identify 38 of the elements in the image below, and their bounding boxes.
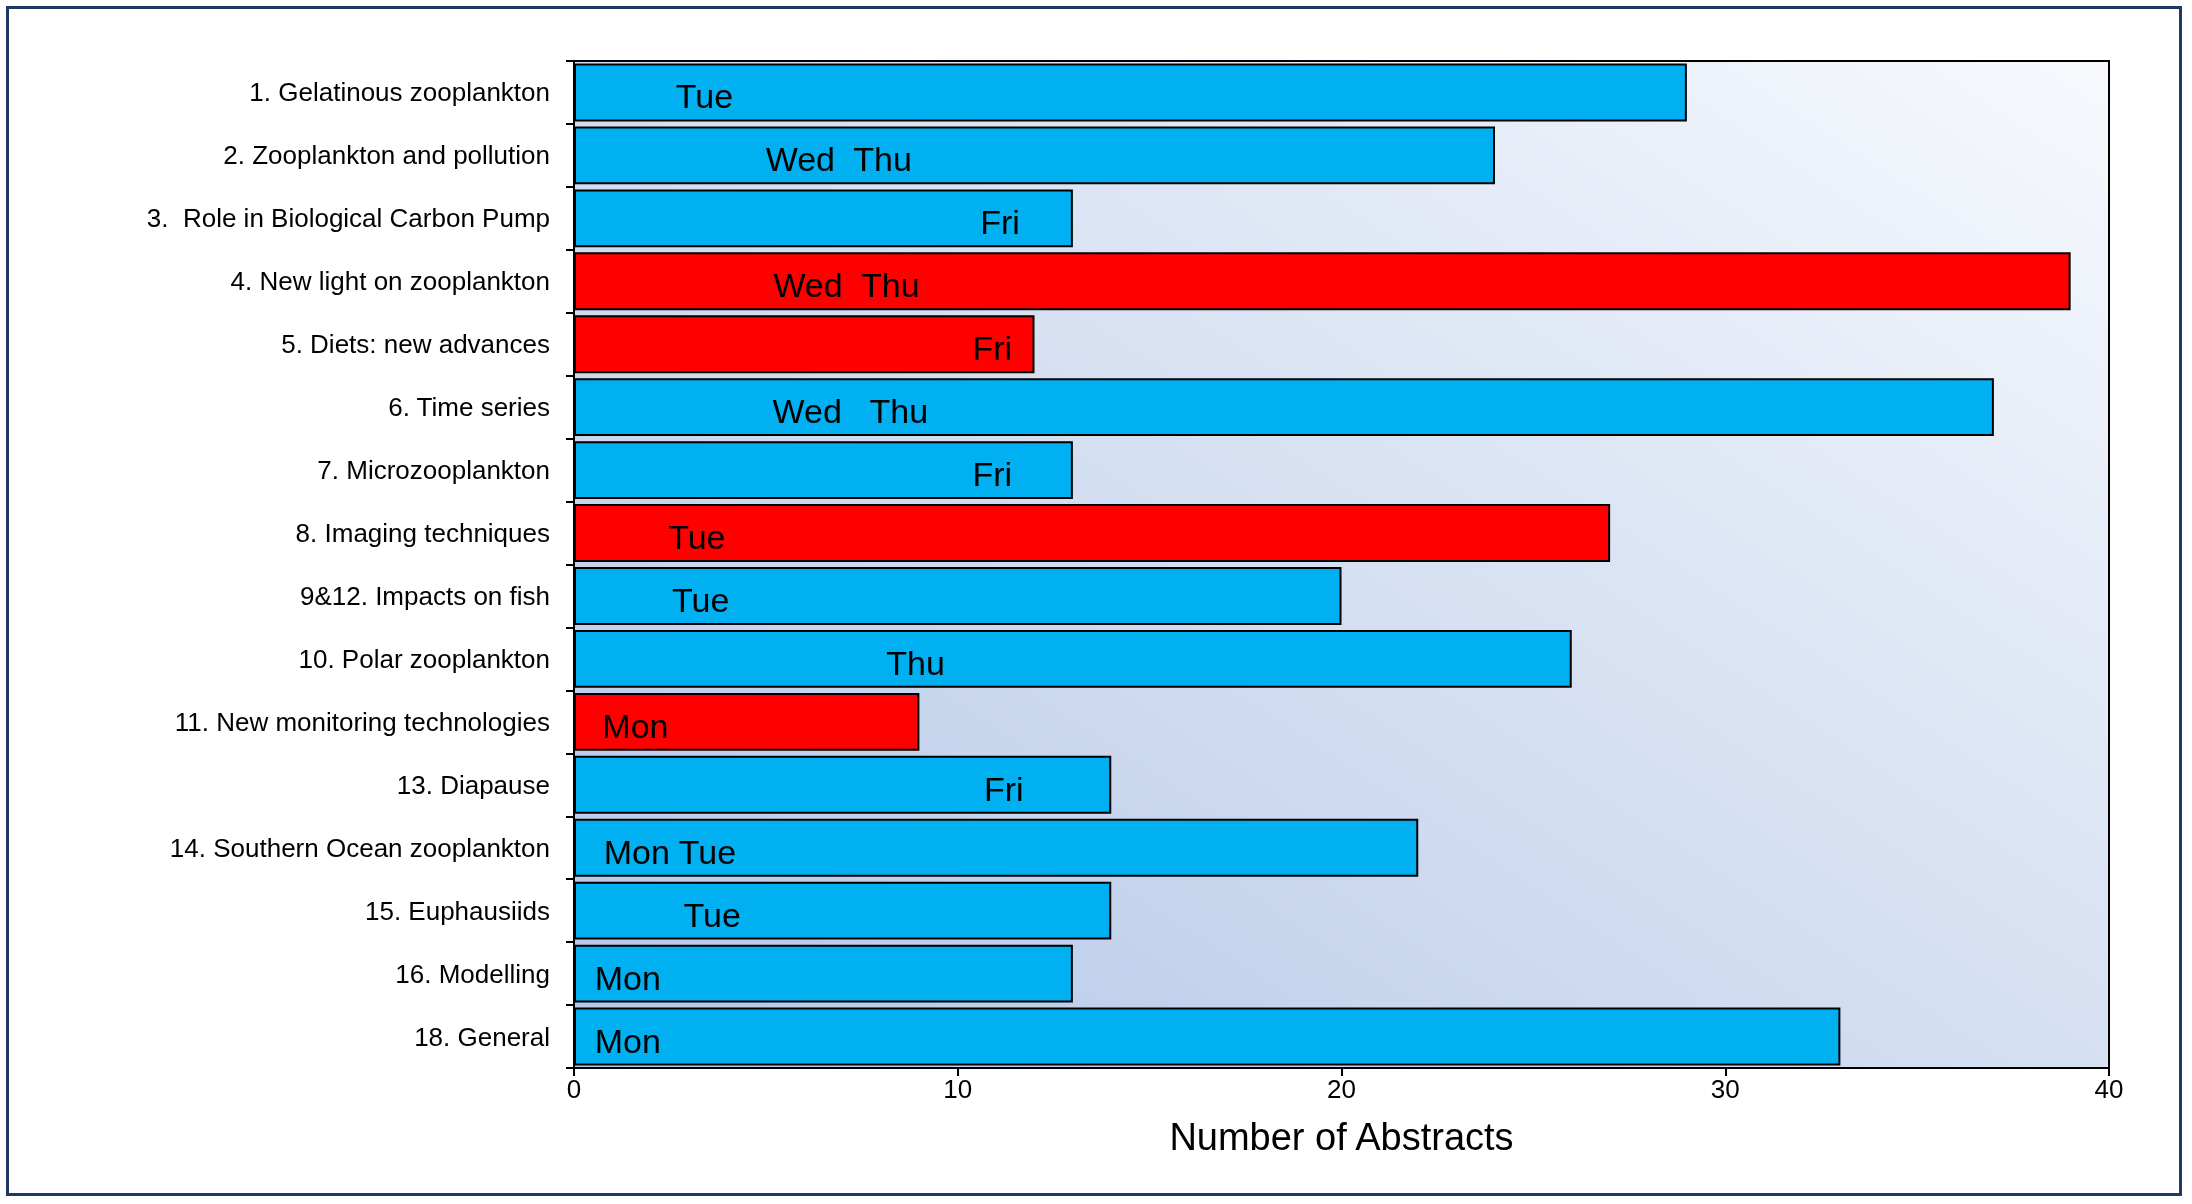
- y-tick-label: 16. Modelling: [395, 958, 550, 989]
- annotation: Tue: [671, 580, 730, 619]
- x-tick-label: 30: [1710, 1074, 1740, 1104]
- annotation: Thu: [886, 643, 945, 682]
- y-tick-label: 3. Role in Biological Carbon Pump: [146, 203, 550, 234]
- y-tick-label: 7. Microzooplankton: [317, 455, 550, 486]
- y-tick-label: 5. Diets: new advances: [281, 329, 550, 360]
- x-axis-title: Number of Abstracts: [1169, 1116, 1514, 1158]
- annotation: Tue: [668, 518, 726, 557]
- annotation: Wed Thu: [765, 140, 912, 179]
- y-tick-label: 6. Time series: [388, 392, 550, 423]
- annotation: Fri: [983, 769, 1024, 808]
- annotation: Fri: [980, 203, 1020, 242]
- annotation: Mon Tue: [603, 832, 737, 871]
- y-tick-label: 2. Zooplankton and pollution: [223, 140, 550, 171]
- y-tick-label: 15. Euphausiids: [364, 895, 550, 926]
- annotation: Mon: [594, 958, 661, 997]
- y-tick-label: 10. Polar zooplankton: [298, 643, 550, 674]
- x-tick-label: 40: [2094, 1074, 2124, 1104]
- annotation: Fri: [972, 455, 1013, 494]
- y-tick-label: 14. Southern Ocean zooplankton: [169, 832, 550, 863]
- annotation: Wed Thu: [772, 392, 929, 431]
- annotation: Tue: [675, 77, 734, 116]
- y-tick-label: 11. New monitoring technologies: [174, 706, 550, 737]
- x-tick-label: 0: [566, 1074, 582, 1104]
- y-tick-label: 18. General: [414, 1021, 550, 1052]
- y-tick-label: 1. Gelatinous zooplankton: [249, 77, 550, 108]
- annotation: Mon: [594, 1021, 661, 1060]
- annotation: Mon: [602, 706, 669, 745]
- y-tick-label: 9&12. Impacts on fish: [299, 580, 550, 611]
- annotation: Fri: [972, 329, 1013, 368]
- y-tick-label: 13. Diapause: [396, 769, 550, 800]
- annotation: Wed Thu: [773, 266, 920, 305]
- annotation: Tue: [683, 895, 741, 934]
- y-tick-label: 8. Imaging techniques: [295, 518, 550, 549]
- x-tick-label: 20: [1327, 1074, 1356, 1104]
- x-tick-label: 10: [943, 1074, 973, 1104]
- y-tick-label: 4. New light on zooplankton: [230, 266, 550, 297]
